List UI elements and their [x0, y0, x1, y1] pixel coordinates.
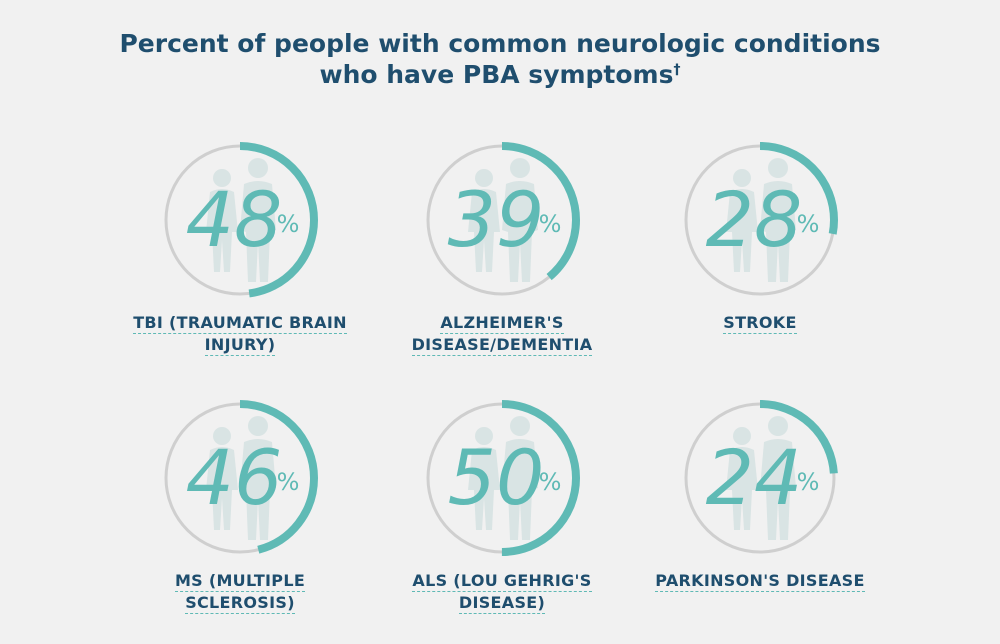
- condition-label: ALS (LOU GEHRIG'S DISEASE): [372, 570, 632, 614]
- condition-label: TBI (TRAUMATIC BRAIN INJURY): [110, 312, 370, 356]
- title-footnote-mark: †: [673, 62, 681, 78]
- donut-value-label: 48: [186, 175, 283, 264]
- percent-sign: %: [797, 468, 820, 496]
- donut-value-arc: [424, 142, 580, 298]
- donut-item: 48% TBI (TRAUMATIC BRAIN INJURY): [110, 140, 370, 380]
- donut-value-label: 24: [706, 433, 803, 522]
- donut-item: 28% STROKE: [630, 140, 890, 380]
- percent-sign: %: [277, 210, 300, 238]
- condition-label-line: MS (MULTIPLE: [174, 571, 306, 592]
- condition-label-line: TBI (TRAUMATIC BRAIN: [133, 313, 347, 334]
- donut-chart: 46%: [162, 400, 318, 556]
- title-line-1: Percent of people with common neurologic…: [119, 29, 881, 58]
- people-silhouette-icon: [468, 158, 538, 282]
- people-silhouette-icon: [726, 158, 796, 282]
- condition-label-line: DISEASE/DEMENTIA: [411, 335, 593, 356]
- people-silhouette-icon: [206, 416, 276, 540]
- donut-value-arc: [682, 400, 838, 556]
- donut-item: 39% ALZHEIMER'S DISEASE/DEMENTIA: [372, 140, 632, 380]
- condition-label: MS (MULTIPLE SCLEROSIS): [110, 570, 370, 614]
- donut-value-arc: [162, 400, 318, 556]
- donut-chart: 48%: [162, 142, 318, 298]
- percent-sign: %: [539, 468, 562, 496]
- donut-value-arc: [162, 142, 318, 298]
- donut-value-arc: [682, 142, 838, 298]
- donut-value-arc: [424, 400, 580, 556]
- condition-label: STROKE: [630, 312, 890, 334]
- condition-label: ALZHEIMER'S DISEASE/DEMENTIA: [372, 312, 632, 356]
- condition-label-line: DISEASE): [458, 593, 546, 614]
- donut-chart: 39%: [424, 142, 580, 298]
- title-line-2: who have PBA symptoms: [319, 60, 674, 89]
- people-silhouette-icon: [726, 416, 796, 540]
- condition-label-line: SCLEROSIS): [185, 593, 295, 614]
- donut-chart: 28%: [682, 142, 838, 298]
- percent-sign: %: [539, 210, 562, 238]
- donut-value-label: 39: [448, 175, 545, 264]
- condition-label-line: ALS (LOU GEHRIG'S: [412, 571, 592, 592]
- donut-item: 46% MS (MULTIPLE SCLEROSIS): [110, 398, 370, 638]
- people-silhouette-icon: [206, 158, 276, 282]
- condition-label-line: ALZHEIMER'S: [440, 313, 564, 334]
- donut-item: 24% PARKINSON'S DISEASE: [630, 398, 890, 638]
- condition-label: PARKINSON'S DISEASE: [630, 570, 890, 592]
- donut-chart: 50%: [424, 400, 580, 556]
- donut-value-label: 46: [186, 433, 283, 522]
- chart-title: Percent of people with common neurologic…: [0, 28, 1000, 90]
- percent-sign: %: [797, 210, 820, 238]
- condition-label-line: STROKE: [723, 313, 797, 334]
- condition-label-line: INJURY): [204, 335, 276, 356]
- percent-sign: %: [277, 468, 300, 496]
- donut-value-label: 50: [448, 433, 545, 522]
- donut-item: 50% ALS (LOU GEHRIG'S DISEASE): [372, 398, 632, 638]
- donut-value-label: 28: [706, 175, 803, 264]
- donut-chart: 24%: [682, 400, 838, 556]
- condition-label-line: PARKINSON'S DISEASE: [655, 571, 865, 592]
- people-silhouette-icon: [468, 416, 538, 540]
